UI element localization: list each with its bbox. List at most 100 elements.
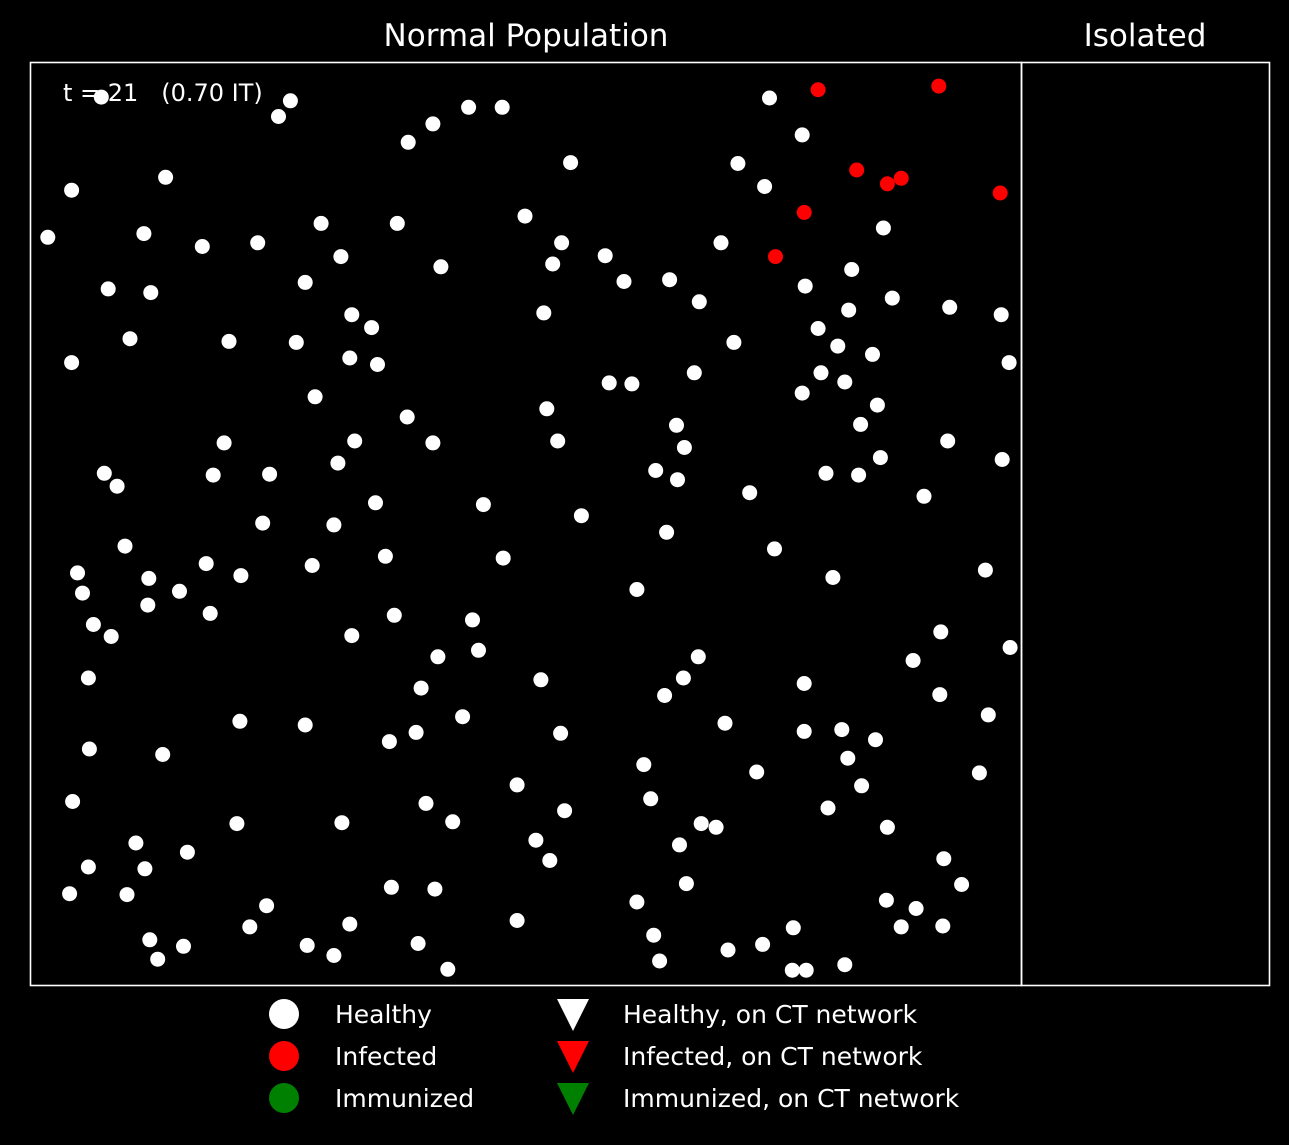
healthy-point	[229, 816, 245, 832]
healthy-point	[179, 844, 195, 860]
healthy-point	[767, 541, 782, 557]
healthy-point	[659, 524, 675, 540]
healthy-point	[383, 879, 399, 895]
healthy-point	[757, 179, 773, 194]
legend-label-immunized: Immunized	[335, 1084, 474, 1113]
healthy-point	[643, 791, 659, 807]
healthy-point	[932, 687, 948, 703]
healthy-point	[675, 670, 691, 686]
healthy-point	[297, 717, 313, 733]
healthy-point	[762, 90, 777, 106]
healthy-point	[137, 861, 153, 877]
healthy-point	[250, 235, 266, 251]
healthy-point	[834, 722, 850, 738]
healthy-point	[545, 256, 561, 272]
healthy-point	[794, 385, 810, 401]
healthy-point	[427, 881, 443, 897]
healthy-point	[844, 262, 860, 277]
healthy-point	[878, 892, 894, 908]
healthy-point	[433, 259, 449, 275]
healthy-point	[455, 709, 471, 725]
healthy-point	[242, 919, 258, 935]
healthy-point	[517, 208, 533, 224]
healthy-point	[676, 440, 692, 455]
legend-marker-healthy	[269, 999, 299, 1029]
healthy-point	[370, 357, 385, 372]
healthy-point	[194, 239, 210, 254]
healthy-point	[908, 901, 924, 916]
healthy-point	[652, 953, 668, 969]
healthy-point	[299, 937, 315, 953]
healthy-point	[686, 365, 702, 381]
healthy-point	[796, 676, 812, 691]
healthy-point	[557, 803, 573, 819]
isolated-panel-title: Isolated	[1084, 18, 1207, 54]
healthy-point	[304, 558, 320, 573]
time-annotation: t = 21 (0.70 IT)	[63, 79, 263, 107]
healthy-point	[297, 274, 313, 290]
healthy-point	[563, 155, 579, 171]
healthy-point	[830, 338, 846, 354]
healthy-point	[670, 472, 685, 488]
healthy-point	[868, 732, 883, 748]
legend: Healthy Infected Immunized Healthy, on CT n…	[269, 999, 960, 1115]
healthy-point	[629, 894, 645, 910]
healthy-point	[810, 321, 826, 336]
healthy-point	[636, 757, 652, 773]
healthy-point	[669, 417, 684, 433]
healthy-point	[221, 333, 237, 349]
healthy-point	[1002, 640, 1018, 655]
healthy-point	[64, 182, 80, 198]
healthy-point	[528, 832, 544, 848]
healthy-point	[678, 876, 694, 892]
healthy-point	[542, 853, 558, 868]
healthy-point	[282, 93, 298, 109]
healthy-point	[840, 750, 856, 766]
healthy-point	[936, 851, 952, 867]
healthy-point	[820, 800, 836, 816]
healthy-point	[755, 936, 771, 952]
healthy-point	[854, 778, 870, 794]
healthy-point	[494, 99, 510, 115]
healthy-point	[333, 249, 349, 265]
healthy-point	[344, 307, 360, 323]
healthy-point	[262, 466, 278, 482]
infected-point	[796, 204, 812, 220]
healthy-point	[851, 467, 867, 483]
healthy-point	[539, 401, 555, 417]
healthy-point	[693, 816, 709, 832]
healthy-point	[720, 942, 736, 958]
healthy-point	[657, 688, 673, 703]
legend-label-infected: Infected	[335, 1042, 437, 1071]
healthy-point	[533, 672, 549, 688]
healthy-point	[597, 248, 613, 264]
healthy-point	[128, 835, 144, 851]
healthy-point	[330, 455, 346, 471]
healthy-point	[117, 538, 133, 554]
healthy-point	[418, 795, 434, 811]
healthy-point	[205, 467, 221, 483]
healthy-point	[326, 948, 342, 963]
healthy-point	[935, 918, 951, 934]
healthy-point	[81, 741, 97, 757]
healthy-point	[971, 765, 987, 781]
healthy-point	[905, 653, 921, 668]
healthy-point	[259, 898, 275, 914]
healthy-point	[993, 307, 1009, 323]
infected-point	[893, 170, 909, 186]
healthy-point	[879, 819, 895, 835]
healthy-point	[495, 550, 511, 566]
healthy-point	[288, 334, 304, 350]
infected-point	[992, 185, 1008, 201]
healthy-point	[141, 570, 157, 586]
healthy-point	[616, 274, 632, 289]
healthy-point	[386, 607, 402, 623]
healthy-point	[730, 156, 746, 171]
healthy-point	[977, 562, 993, 578]
healthy-point	[742, 485, 758, 501]
healthy-point	[425, 435, 441, 451]
healthy-point	[119, 887, 135, 903]
healthy-point	[717, 715, 733, 731]
healthy-point	[155, 747, 171, 762]
